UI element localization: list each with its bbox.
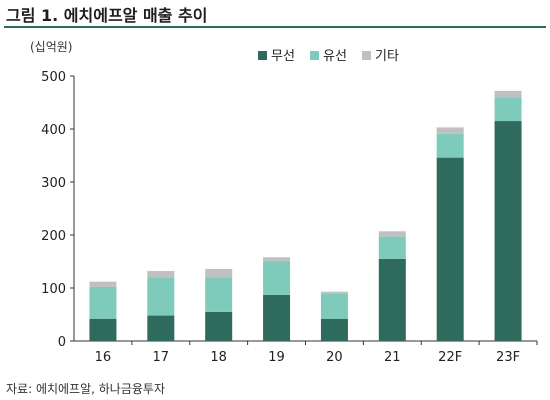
bar-유선-20 bbox=[320, 293, 348, 319]
y-tick-label: 0 bbox=[58, 335, 66, 350]
bar-무선-21 bbox=[378, 258, 406, 341]
title-rule bbox=[4, 26, 546, 28]
source-note: 자료: 에치에프알, 하나금융투자 bbox=[6, 382, 166, 396]
y-tick-label: 300 bbox=[41, 176, 66, 191]
x-tick-label: 23F bbox=[496, 350, 520, 365]
bar-유선-16 bbox=[89, 286, 117, 319]
bar-유선-22F bbox=[436, 133, 464, 158]
bar-기타-18 bbox=[205, 268, 233, 278]
figure-header: 그림 1. 에치에프알 매출 추이 bbox=[4, 0, 546, 28]
bar-기타-22F bbox=[436, 127, 464, 134]
y-tick-label: 500 bbox=[41, 70, 66, 85]
bar-무선-16 bbox=[89, 318, 117, 341]
legend-label: 기타 bbox=[375, 49, 399, 64]
legend-label: 유선 bbox=[323, 49, 347, 64]
legend-label: 무선 bbox=[271, 49, 295, 64]
unit-label: (십억원) bbox=[30, 40, 73, 54]
bar-무선-20 bbox=[320, 318, 348, 341]
y-tick-label: 400 bbox=[41, 123, 66, 138]
y-tick-label: 200 bbox=[41, 229, 66, 244]
bar-기타-21 bbox=[378, 231, 406, 237]
bar-기타-17 bbox=[147, 271, 175, 278]
bar-무선-22F bbox=[436, 157, 464, 341]
x-tick-label: 20 bbox=[326, 350, 343, 365]
x-tick-label: 21 bbox=[384, 350, 401, 365]
legend-swatch bbox=[258, 51, 267, 60]
y-tick-label: 100 bbox=[41, 282, 66, 297]
legend-swatch bbox=[362, 51, 371, 60]
bar-기타-19 bbox=[263, 257, 291, 262]
bar-무선-18 bbox=[205, 311, 233, 341]
bar-유선-18 bbox=[205, 277, 233, 312]
bar-무선-17 bbox=[147, 315, 175, 341]
x-tick-label: 22F bbox=[438, 350, 462, 365]
bar-무선-19 bbox=[263, 294, 291, 341]
x-tick-label: 18 bbox=[210, 350, 227, 365]
bar-무선-23F bbox=[494, 121, 522, 341]
bar-유선-21 bbox=[378, 236, 406, 259]
figure-title: 그림 1. 에치에프알 매출 추이 bbox=[6, 6, 208, 25]
bar-기타-16 bbox=[89, 281, 117, 287]
legend-swatch bbox=[310, 51, 319, 60]
bar-유선-23F bbox=[494, 97, 522, 122]
bar-유선-19 bbox=[263, 261, 291, 295]
bar-기타-23F bbox=[494, 90, 522, 98]
x-tick-label: 16 bbox=[95, 350, 112, 365]
x-tick-label: 19 bbox=[268, 350, 285, 365]
bar-기타-20 bbox=[320, 291, 348, 294]
bar-유선-17 bbox=[147, 277, 175, 316]
x-tick-label: 17 bbox=[153, 350, 170, 365]
